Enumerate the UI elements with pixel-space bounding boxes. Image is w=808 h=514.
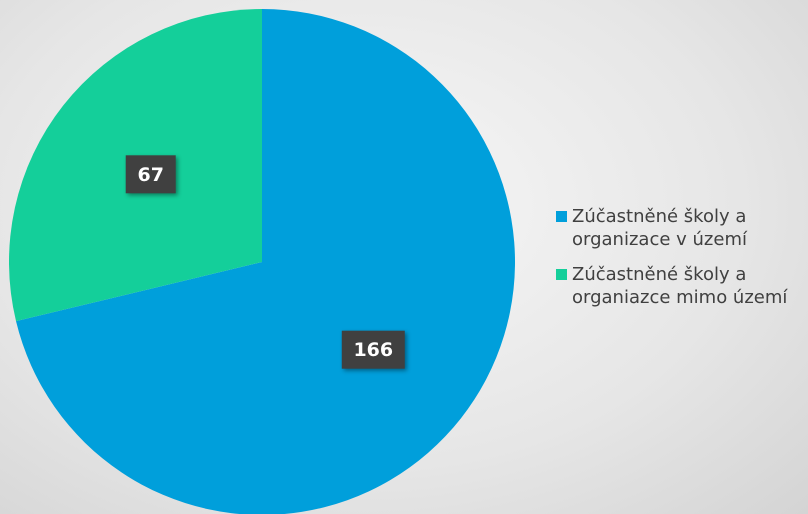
- data-label: 67: [137, 164, 163, 186]
- data-label-box: [125, 155, 176, 194]
- data-label-box: [341, 330, 405, 369]
- legend: Zúčastněné školy a organizace v území Zúč…: [556, 205, 801, 321]
- data-label: 166: [353, 339, 393, 361]
- pie-slice: [16, 9, 515, 514]
- legend-label: Zúčastněné školy a organiazce mimo území: [572, 264, 788, 308]
- legend-swatch: [556, 269, 567, 280]
- legend-item: Zúčastněné školy a organiazce mimo území: [556, 263, 801, 309]
- legend-swatch: [556, 211, 567, 222]
- legend-label: Zúčastněné školy a organizace v území: [572, 206, 747, 250]
- legend-item: Zúčastněné školy a organizace v území: [556, 205, 801, 251]
